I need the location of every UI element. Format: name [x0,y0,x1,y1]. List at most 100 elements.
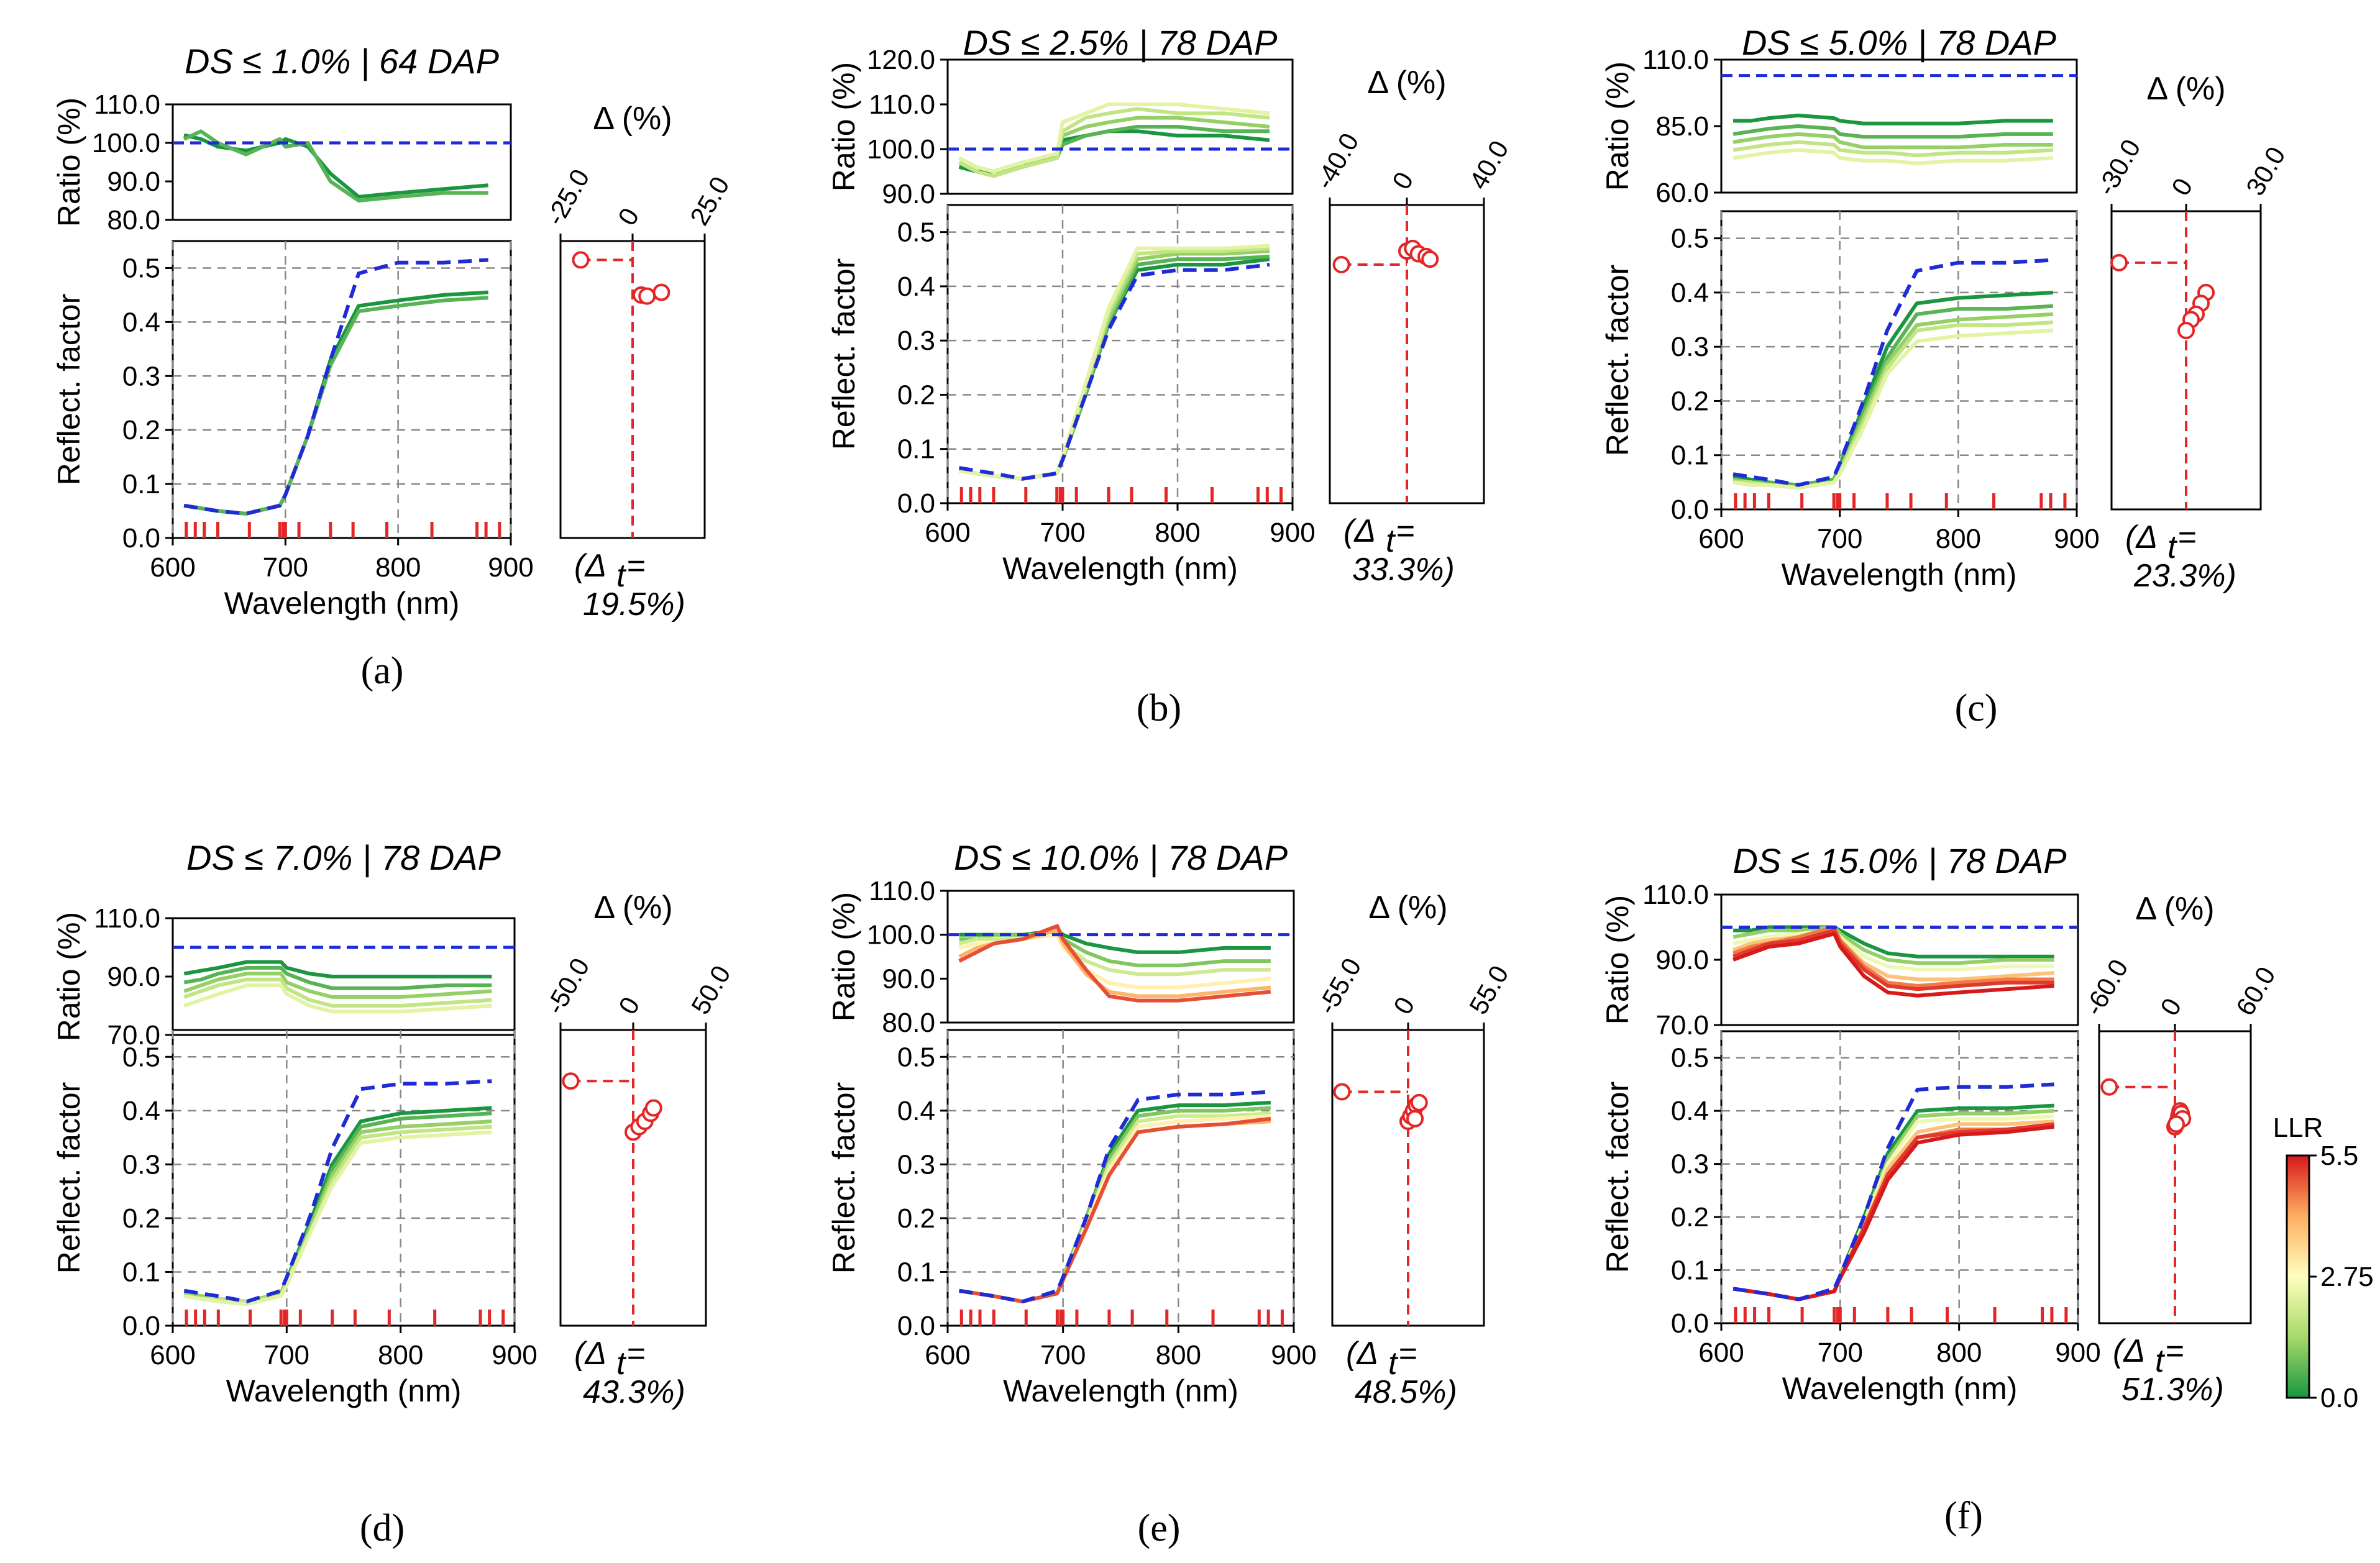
ytick-label: 0.5 [897,217,935,248]
xtick-label: 900 [492,1340,537,1370]
delta-t-prefix: (Δ [574,1336,606,1372]
ratio-series-line [1732,132,2053,150]
ytick-label: 0.2 [122,1203,160,1234]
xlabel: Wavelength (nm) [1002,551,1238,586]
ratio-series-line [1732,140,2054,158]
ratio-series-line [183,129,488,203]
ytick-label: 0.0 [897,488,935,519]
delta-t-prefix: (Δ [2113,1333,2145,1369]
xtick-label: 900 [2055,1337,2100,1368]
delta-tick-label: -55.0 [1312,953,1367,1019]
ytick-label: 0.3 [897,326,935,356]
ytick-label: 0.1 [897,434,935,465]
delta-tick-label: -30.0 [2091,134,2146,200]
delta-point [1406,1110,1424,1128]
delta-point [1421,250,1439,268]
reflect-reference-line [1732,258,2054,487]
reflect-axes-frame [172,240,512,539]
ratio-ytick-label: 90.0 [882,964,935,994]
xtick-label: 600 [1698,1337,1744,1368]
ytick-label: 0.1 [1671,440,1709,471]
ytick-label: 0.4 [897,1096,935,1126]
delta-tick-label: 30.0 [2240,142,2291,200]
ratio-series-line [183,960,492,978]
delta-t-subscript: t [1386,523,1396,559]
reflect-series-line [183,1130,492,1306]
ytick-label: 0.1 [897,1257,935,1287]
colorbar-title: LLR [2273,1113,2323,1143]
xtick-label: 800 [1155,517,1200,548]
xtick-label: 600 [925,1340,970,1370]
delta-t-equals: = [626,1336,645,1372]
xtick-label: 700 [264,1340,309,1370]
ytick-label: 0.4 [122,1096,160,1126]
delta-tick-label: 0 [2154,993,2187,1021]
delta-t-equals: = [1396,513,1414,549]
ratio-ylabel: Ratio (%) [826,892,861,1021]
delta-t-subscript: t [1388,1346,1399,1382]
ytick-label: 0.4 [1671,1096,1709,1126]
xtick-label: 800 [375,552,421,583]
delta-tick-label: -50.0 [540,953,595,1019]
ytick-label: 0.5 [122,253,160,283]
ratio-ytick-label: 100.0 [867,134,935,165]
xtick-label: 900 [1271,1340,1316,1370]
ytick-label: 0.4 [1671,278,1709,308]
delta-tick-label: 40.0 [1463,135,1514,194]
delta-ref-point [562,1072,580,1090]
ratio-series-line [958,924,1271,1003]
xtick-label: 900 [488,552,533,583]
ytick-label: 0.3 [122,1149,160,1180]
ratio-ytick-label: 100.0 [92,128,160,158]
reflect-ylabel: Reflect. factor [52,1082,86,1274]
delta-tick-label: 0 [613,992,645,1019]
delta-t-value: 33.3%) [1352,552,1455,588]
ratio-ytick-label: 110.0 [1642,880,1709,910]
xtick-label: 600 [1698,524,1744,554]
reflect-series-line [183,1119,492,1304]
ratio-ytick-label: 100.0 [867,920,935,950]
ratio-series-line [1733,113,2053,125]
delta-tick-label: 55.0 [1463,960,1514,1019]
reflect-series-line [1732,329,2054,490]
xtick-label: 900 [1270,517,1315,548]
delta-point [644,1099,662,1117]
ratio-ytick-label: 90.0 [107,962,160,992]
delta-tick-label: -25.0 [540,164,595,230]
ratio-ytick-label: 85.0 [1655,111,1709,142]
panel-title: DS ≤ 15.0% | 78 DAP [1732,841,2066,881]
delta-ref-point [1333,1083,1351,1101]
ytick-label: 0.1 [122,1257,160,1287]
xlabel: Wavelength (nm) [226,1374,462,1408]
reflect-ylabel: Reflect. factor [826,258,861,450]
ratio-ytick-label: 70.0 [1655,1010,1709,1041]
delta-t-subscript: t [616,1346,627,1382]
ratio-series-line [1732,928,2054,991]
reflect-series-line [959,244,1270,481]
panel-title: DS ≤ 10.0% | 78 DAP [954,838,1288,878]
reflect-reference-line [959,263,1270,481]
panel-label: (b) [1137,687,1181,729]
delta-tick-label: -60.0 [2079,954,2134,1020]
ratio-axes-frame [1720,58,2078,194]
ratio-ylabel: Ratio (%) [1600,62,1635,191]
delta-t-value: 43.3%) [583,1374,685,1410]
reflect-reference-line [183,258,488,516]
ratio-series-line [1732,124,2053,139]
delta-tick-label: 25.0 [684,171,735,230]
delta-point [2177,322,2195,339]
delta-tick-label: 0 [612,203,644,230]
panel-label: (e) [1138,1507,1181,1549]
ytick-label: 0.0 [122,523,160,554]
ratio-series-line [183,965,492,990]
colorbar-tick-label: 5.5 [2320,1141,2358,1171]
ratio-axes-frame [946,890,1295,1024]
delta-axis-label: Δ (%) [2146,71,2225,107]
ratio-series-line [1732,932,2054,998]
ytick-label: 0.0 [1671,494,1709,525]
ytick-label: 0.5 [1671,1043,1709,1073]
panel-label: (a) [361,650,404,692]
delta-t-value: 51.3%) [2121,1372,2224,1408]
reflect-reference-line [959,1090,1271,1304]
delta-axis-label: Δ (%) [1367,65,1446,101]
